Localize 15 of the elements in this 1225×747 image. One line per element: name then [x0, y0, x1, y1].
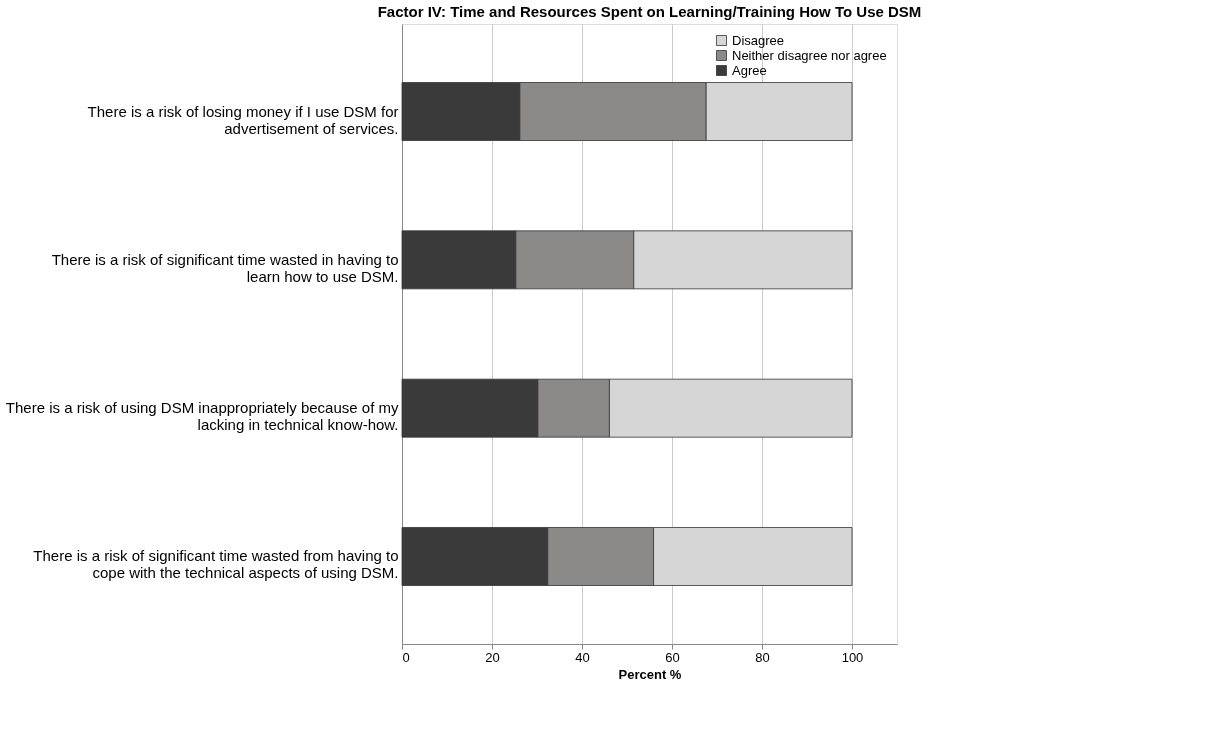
x-tick-label: 0 [402, 649, 410, 665]
x-tick-label: 100 [841, 649, 864, 665]
legend-label: Agree [732, 62, 767, 78]
chart-title: Factor IV: Time and Resources Spent on Learning/Training How To Use DSM [377, 3, 922, 20]
x-tick-label: 60 [665, 649, 680, 665]
y-tick-label: There is a risk of using DSM inappropriately because of my lacking in technical know-how. [5, 399, 399, 434]
legend-label: Neither disagree nor agree [732, 47, 887, 63]
y-tick-label: There is a risk of significant time wasted from having to cope with the technical aspects of using DSM. [33, 547, 399, 582]
x-tick-label: 80 [755, 649, 770, 665]
x-axis-title: Percent % [618, 666, 682, 682]
y-tick-label: There is a risk of losing money if I use DSM for advertisement of services. [87, 102, 399, 137]
legend-label: Disagree [732, 32, 785, 48]
x-tick-label: 20 [485, 649, 500, 665]
x-tick-label: 40 [575, 649, 590, 665]
y-tick-label: There is a risk of significant time wasted in having to learn how to use DSM. [51, 250, 399, 285]
